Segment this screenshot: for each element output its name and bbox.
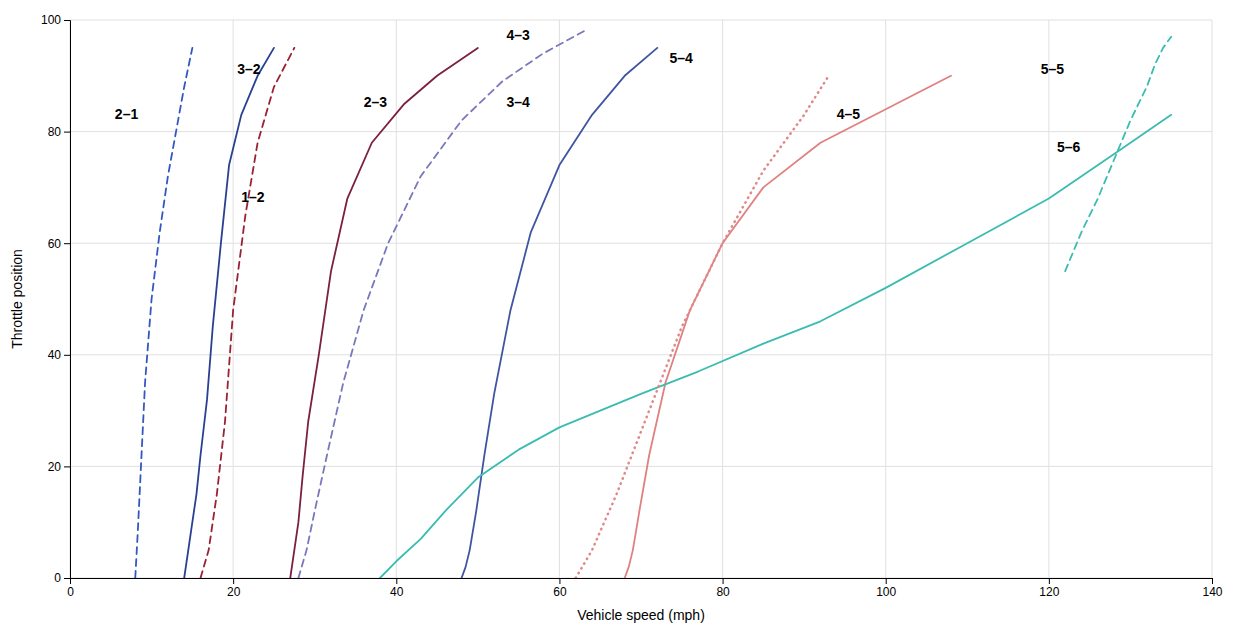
y-axis-tick-label: 40	[48, 348, 62, 362]
x-axis-tick: 100	[876, 578, 896, 599]
x-axis-tick-label: 20	[227, 585, 241, 599]
grid-line-x	[233, 20, 234, 578]
annotation: 5–4	[670, 50, 694, 66]
y-axis-tick-mark	[64, 132, 70, 133]
x-axis-tick: 80	[716, 578, 730, 599]
annotation: 2–3	[364, 94, 388, 110]
y-axis-tick-mark	[64, 466, 70, 467]
y-axis-tick-mark	[64, 20, 70, 21]
annotation: 5–5	[1041, 61, 1065, 77]
grid-line-y	[70, 466, 1212, 467]
annotations: 2–1 3–2 1–2 2–3 4–3 3–4 5–4 4–5 5–5 5–6	[115, 27, 1081, 205]
y-axis-tick-label: 100	[41, 13, 61, 27]
x-axis-tick-label: 120	[1039, 585, 1059, 599]
y-axis-tick: 20	[48, 460, 70, 474]
x-axis: 0 20 40 60 80 100 120 140	[67, 578, 1223, 599]
annotation: 1–2	[241, 189, 265, 205]
annotation: 4–3	[506, 27, 530, 43]
y-axis-tick-mark	[64, 243, 70, 244]
y-axis-tick-label: 0	[54, 571, 61, 585]
y-axis-tick-label: 60	[48, 237, 62, 251]
x-axis-tick-mark	[886, 578, 887, 584]
y-axis: 0 20 40 60 80 100	[41, 13, 71, 585]
line	[625, 76, 951, 578]
x-axis-tick-label: 40	[390, 585, 404, 599]
x-axis-tick-label: 140	[1202, 585, 1222, 599]
y-axis-tick: 0	[54, 571, 70, 585]
grid-line-x	[722, 20, 723, 578]
x-axis-tick-mark	[559, 578, 560, 584]
grid-line-y	[70, 354, 1212, 355]
line	[576, 76, 829, 578]
line	[184, 48, 274, 578]
grid	[70, 20, 1212, 578]
x-axis-tick-mark	[396, 578, 397, 584]
line	[462, 48, 658, 578]
line	[135, 48, 192, 578]
annotation: 2–1	[115, 106, 139, 122]
y-axis-tick: 100	[41, 13, 70, 27]
x-axis-tick-mark	[1212, 578, 1213, 584]
y-axis-tick-mark	[64, 578, 70, 579]
x-axis-title: Vehicle speed (mph)	[577, 607, 705, 623]
x-axis-tick: 120	[1039, 578, 1059, 599]
annotation: 3–2	[237, 61, 261, 77]
x-axis-tick: 60	[553, 578, 567, 599]
grid-line-x	[885, 20, 886, 578]
grid-line-x	[1212, 20, 1213, 578]
annotation: 4–5	[837, 106, 861, 122]
grid-line-x	[559, 20, 560, 578]
x-axis-tick: 20	[227, 578, 241, 599]
line	[290, 48, 478, 578]
y-axis-tick-label: 20	[48, 460, 62, 474]
grid-line-x	[1048, 20, 1049, 578]
x-axis-tick: 0	[67, 578, 74, 599]
line	[201, 48, 295, 578]
x-axis-domain	[71, 579, 1213, 585]
x-axis-tick-label: 100	[876, 585, 896, 599]
y-axis-tick: 60	[48, 237, 70, 251]
grid-line-y	[70, 20, 1212, 21]
y-axis-domain	[64, 21, 71, 579]
annotation: 5–6	[1057, 139, 1081, 155]
x-axis-tick-label: 80	[716, 585, 730, 599]
y-axis-tick: 80	[48, 125, 70, 139]
x-axis-tick-label: 0	[67, 585, 74, 599]
annotation: 3–4	[506, 94, 530, 110]
line	[298, 31, 584, 578]
x-axis-tick: 40	[390, 578, 404, 599]
y-axis-tick-label: 80	[48, 125, 62, 139]
grid-line-y	[70, 131, 1212, 132]
grid-line-x	[396, 20, 397, 578]
line	[380, 115, 1171, 578]
y-axis-tick-mark	[64, 355, 70, 356]
x-axis-tick-mark	[233, 578, 234, 584]
chart: 0 20 40 60 80 100 120 140 0 20 40 60 80 100 Vehicle sp…	[0, 0, 1242, 638]
y-axis-title: Throttle position	[9, 249, 25, 349]
plot-area	[135, 31, 1171, 578]
x-axis-tick-mark	[1049, 578, 1050, 584]
x-axis-tick-label: 60	[553, 585, 567, 599]
x-axis-tick-mark	[723, 578, 724, 584]
y-axis-tick: 40	[48, 348, 70, 362]
line	[1065, 37, 1171, 271]
x-axis-tick: 140	[1202, 578, 1222, 599]
